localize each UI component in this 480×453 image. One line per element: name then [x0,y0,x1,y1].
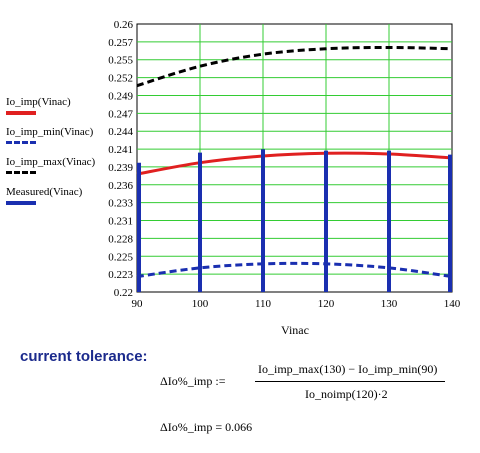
y-tick-label: 0.228 [108,233,133,245]
y-tick-label: 0.223 [108,269,133,281]
y-tick-label: 0.249 [108,90,133,102]
legend-label-io-imp: Io_imp(Vinac) [6,96,71,108]
x-tick-label: 120 [318,298,335,310]
legend-swatch-measured [6,201,36,205]
legend-swatch-io-imp-min [6,141,36,144]
y-tick-label: 0.26 [114,19,134,31]
plot-area [136,23,453,293]
series-line-io-imp-max-vinac [136,45,453,88]
series-line-io-imp-vinac [136,151,453,176]
x-tick-labels: 90 100 110 120 130 140 [132,298,461,310]
y-tick-label: 0.244 [108,126,133,138]
series-layer [136,45,453,292]
formula-numerator: Io_imp_max(130) − Io_imp_min(90) [258,362,438,376]
legend-item-io-imp-min: Io_imp_min(Vinac) [6,126,93,144]
y-tick-label: 0.241 [108,144,133,156]
x-tick-label: 110 [255,298,272,310]
formula-denominator: Io_noimp(120)·2 [305,387,388,401]
legend-label-io-imp-max: Io_imp_max(Vinac) [6,156,96,168]
y-tick-label: 0.255 [108,55,133,67]
y-tick-label: 0.233 [108,198,133,210]
y-tick-labels: 0.26 0.257 0.255 0.252 0.249 0.247 0.244 0.241 0… [108,19,133,299]
y-tick-label: 0.257 [108,37,133,49]
y-tick-label: 0.225 [108,251,133,263]
fraction-bar [255,381,445,382]
x-tick-label: 100 [192,298,209,310]
y-tick-label: 0.231 [108,216,133,228]
formula-lhs: ΔIo%_imp := [160,374,226,388]
y-tick-label: 0.239 [108,162,133,174]
x-tick-label: 130 [381,298,398,310]
legend-item-io-imp-max: Io_imp_max(Vinac) [6,156,95,174]
legend-swatch-io-imp [6,111,36,115]
legend-item-io-imp: Io_imp(Vinac) [6,96,71,115]
formula-result: ΔIo%_imp = 0.066 [160,420,253,434]
y-tick-label: 0.236 [108,180,133,192]
y-tick-label: 0.252 [108,73,133,85]
x-axis-label: Vinac [281,323,309,337]
legend-label-measured: Measured(Vinac) [6,186,83,198]
x-tick-label: 140 [444,298,461,310]
legend-item-measured: Measured(Vinac) [6,186,82,205]
series-line-io-imp-min-vinac [136,261,453,279]
y-tick-label: 0.247 [108,108,133,120]
section-heading: current tolerance: [20,348,148,365]
x-tick-label: 90 [132,298,144,310]
legend-swatch-io-imp-max [6,171,36,174]
legend-label-io-imp-min: Io_imp_min(Vinac) [6,126,94,138]
y-tick-label: 0.22 [114,287,133,299]
